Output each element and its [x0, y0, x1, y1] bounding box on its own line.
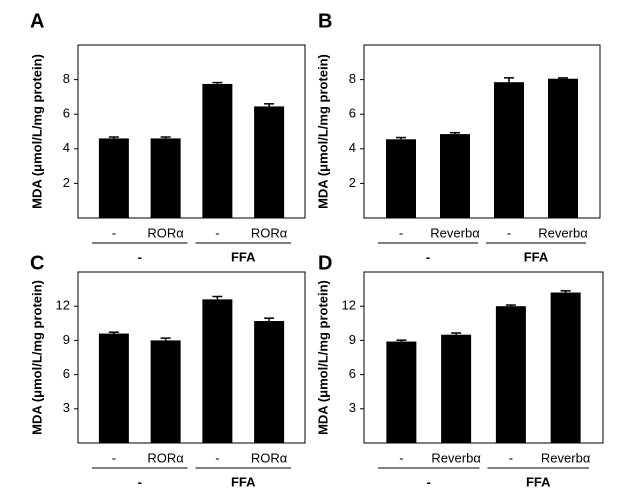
x-tick-label: - [509, 450, 513, 465]
bar [202, 299, 233, 443]
y-axis-label: MDA (μmol/L/mg protein) [315, 280, 330, 435]
group-label: FFA [526, 474, 551, 489]
y-tick-label: 8 [349, 71, 356, 86]
bar [386, 139, 416, 218]
bar [494, 82, 524, 218]
bar [441, 334, 472, 443]
group-label: FFA [231, 249, 256, 264]
plot-frame [363, 44, 601, 219]
x-tick-label: Reverbα [431, 450, 481, 465]
group-label: - [138, 474, 142, 489]
x-tick-label: - [399, 225, 403, 240]
x-tick-label: - [507, 225, 511, 240]
panel-label: D [318, 252, 332, 274]
bar [440, 134, 470, 218]
bar [98, 138, 129, 218]
y-tick-label: 3 [63, 400, 70, 415]
y-axis-label: MDA (μmol/L/mg protein) [29, 280, 44, 435]
group-label: - [138, 249, 142, 264]
x-tick-label: RORα [251, 225, 288, 240]
y-tick-label: 8 [63, 71, 70, 86]
x-tick-label: Reverbα [430, 225, 480, 240]
plot-frame [77, 44, 306, 219]
y-tick-label: 12 [342, 298, 356, 313]
x-tick-label: RORα [147, 450, 184, 465]
y-axis-label: MDA (μmol/L/mg protein) [315, 54, 330, 209]
y-tick-label: 12 [56, 298, 70, 313]
x-tick-label: Reverbα [541, 450, 591, 465]
y-tick-label: 9 [349, 332, 356, 347]
y-tick-label: 9 [63, 332, 70, 347]
bar [550, 292, 581, 443]
y-tick-label: 6 [63, 106, 70, 121]
group-label: FFA [524, 249, 549, 264]
y-tick-label: 2 [349, 175, 356, 190]
y-axis-label: MDA (μmol/L/mg protein) [29, 54, 44, 209]
y-tick-label: 2 [63, 175, 70, 190]
x-tick-label: RORα [251, 450, 288, 465]
y-tick-label: 4 [63, 140, 70, 155]
y-tick-label: 6 [349, 366, 356, 381]
group-label: FFA [231, 474, 256, 489]
y-tick-label: 6 [349, 106, 356, 121]
panel-label: A [30, 10, 44, 32]
x-tick-label: Reverbα [538, 225, 588, 240]
plot-frame [363, 271, 604, 444]
bar [548, 78, 578, 218]
group-label: - [426, 249, 430, 264]
y-tick-label: 4 [349, 140, 356, 155]
bar [254, 106, 285, 218]
x-tick-label: - [112, 225, 116, 240]
group-label: - [427, 474, 431, 489]
bar [98, 333, 129, 443]
x-tick-label: - [399, 450, 403, 465]
bar [254, 321, 285, 443]
bar [150, 340, 181, 443]
x-tick-label: - [215, 225, 219, 240]
x-tick-label: RORα [147, 225, 184, 240]
x-tick-label: - [112, 450, 116, 465]
panel-label: B [318, 10, 332, 32]
bar [386, 341, 417, 443]
x-tick-label: - [215, 450, 219, 465]
bar [202, 83, 233, 218]
panel-label: C [30, 252, 44, 274]
y-tick-label: 3 [349, 400, 356, 415]
y-tick-label: 6 [63, 366, 70, 381]
bar [150, 138, 181, 218]
plot-frame [77, 271, 306, 444]
bar [495, 306, 526, 443]
